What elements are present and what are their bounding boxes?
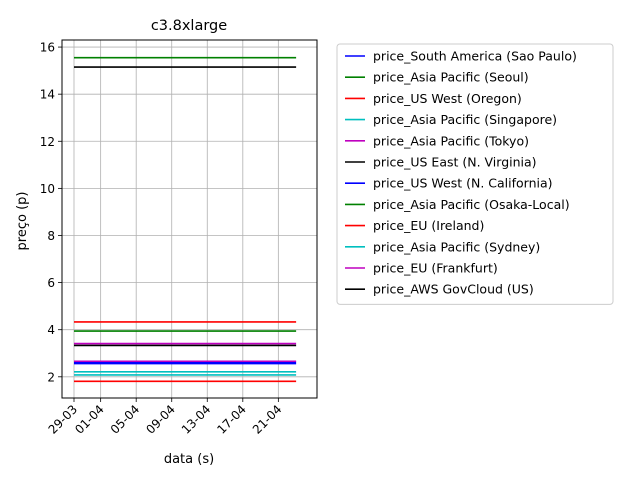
legend-label: price_South America (Sao Paulo) [373, 49, 577, 64]
grid [62, 40, 317, 398]
legend-box [336, 43, 614, 305]
legend-label: price_EU (Frankfurt) [373, 261, 498, 276]
y-tick-label: 6 [47, 276, 55, 290]
y-tick-label: 14 [40, 88, 55, 102]
legend-label: price_US West (N. California) [373, 176, 553, 191]
legend-label: price_EU (Ireland) [373, 218, 484, 233]
legend-label: price_Asia Pacific (Sydney) [373, 239, 540, 254]
plot-frame [61, 39, 318, 399]
legend-label: price_Asia Pacific (Singapore) [373, 112, 557, 127]
y-axis-label: preço (p) [15, 192, 30, 251]
y-tick-label: 16 [40, 41, 55, 55]
legend: price_South America (Sao Paulo) price_Asi… [336, 43, 614, 305]
legend-label: price_Asia Pacific (Osaka-Local) [373, 197, 570, 212]
y-tick-label: 4 [47, 323, 55, 337]
y-axis: 2 4 6 8 10 12 14 16 [40, 41, 62, 384]
y-tick-label: 10 [40, 182, 55, 196]
y-tick-label: 12 [40, 135, 55, 149]
y-tick-label: 2 [47, 370, 55, 384]
series-lines [74, 56, 297, 383]
legend-label: price_Asia Pacific (Seoul) [373, 70, 529, 85]
legend-label: price_Asia Pacific (Tokyo) [373, 133, 529, 148]
legend-label: price_US West (Oregon) [373, 91, 522, 106]
chart-title: c3.8xlarge [151, 18, 227, 34]
legend-label: price_AWS GovCloud (US) [373, 282, 534, 297]
legend-label: price_US East (N. Virginia) [373, 155, 537, 170]
y-tick-label: 8 [47, 229, 55, 243]
x-axis-label: data (s) [164, 452, 214, 467]
